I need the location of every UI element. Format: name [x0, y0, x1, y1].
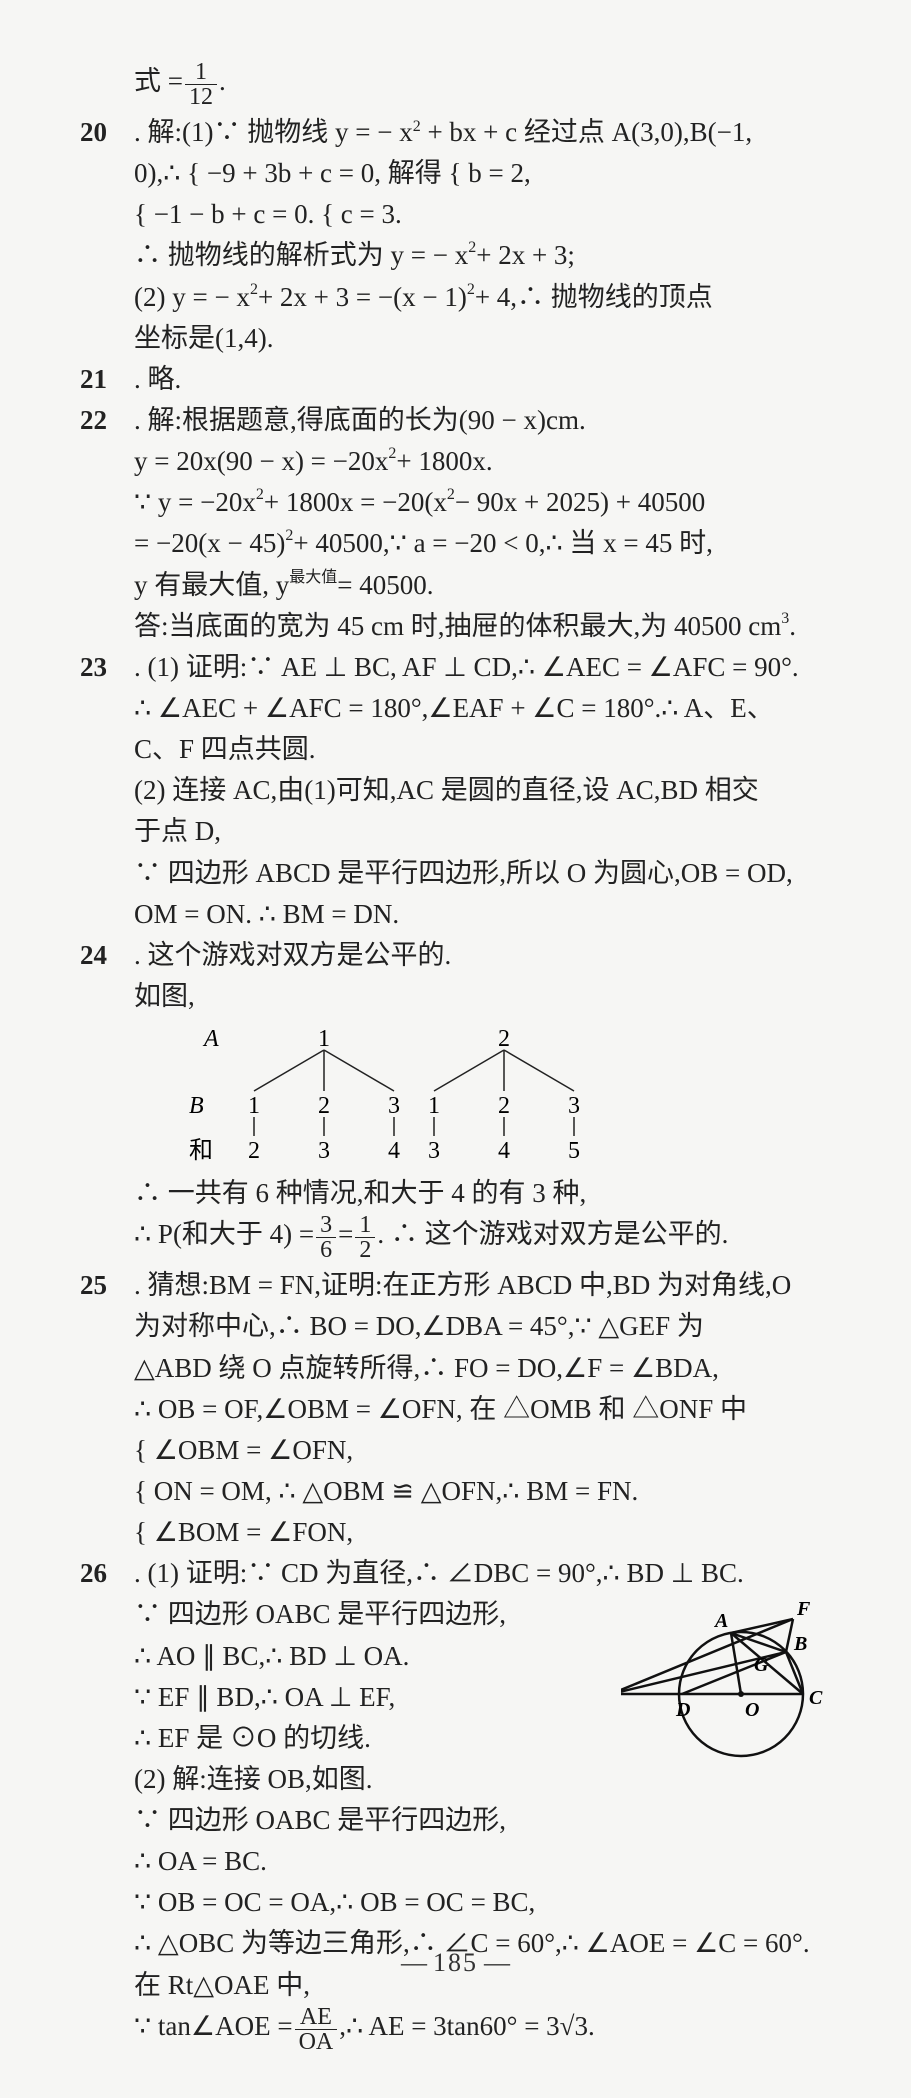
frac-3-6: 3 6: [316, 1213, 336, 1262]
q25-l3: △ABD 绕 O 点旋转所得,∴ FO = DO,∠F = ∠BDA,: [80, 1349, 841, 1388]
circle-figure: EDOCBAFG: [621, 1599, 841, 1774]
svg-text:O: O: [745, 1699, 759, 1721]
q20-l4: (2) y = − x2 + 2x + 3 = −(x − 1)2 + 4,∴ …: [80, 278, 841, 317]
intro-frac: 1 12: [185, 60, 217, 109]
svg-text:C: C: [809, 1687, 823, 1709]
q21-num: 21: [80, 360, 134, 399]
q21: 21 . 略.: [80, 360, 841, 399]
q22-l4: = −20(x − 45)2 + 40500,∵ a = −20 < 0,∴ 当…: [80, 524, 841, 563]
text: . 猜想:BM = FN,证明:在正方形 ABCD 中,BD 为对角线,O: [134, 1266, 791, 1305]
svg-text:2: 2: [498, 1026, 510, 1052]
text: . 解:(1)∵ 抛物线 y = − x2 + bx + c 经过点 A(3,0…: [134, 113, 752, 152]
q25-l2: 为对称中心,∴ BO = DO,∠DBA = 45°,∵ △GEF 为: [80, 1307, 841, 1346]
svg-text:5: 5: [568, 1138, 580, 1164]
svg-text:B: B: [189, 1093, 204, 1119]
intro-post: .: [219, 62, 226, 101]
tree-svg: A B和 1 2 1 2 3 1 2 3 2 3 4 3 4 5: [134, 1022, 654, 1172]
text: . (1) 证明:∵ CD 为直径,∴ ∠DBC = 90°,∴ BD ⊥ BC…: [134, 1554, 744, 1593]
q23-l7: OM = ON. ∴ BM = DN.: [80, 895, 841, 934]
frac-1-2: 1 2: [355, 1213, 375, 1262]
svg-text:2: 2: [498, 1093, 510, 1119]
page-number: —185—: [0, 1948, 911, 1978]
q20-num: 20: [80, 113, 134, 152]
svg-text:B: B: [793, 1633, 807, 1655]
q20-l2b: { −1 − b + c = 0. { c = 3.: [80, 195, 841, 234]
q25-num: 25: [80, 1266, 134, 1305]
svg-text:3: 3: [568, 1093, 580, 1119]
q24-l2: 如图,: [80, 977, 841, 1016]
q25-l5: { ∠OBM = ∠OFN,: [80, 1431, 841, 1470]
q22-l6: 答:当底面的宽为 45 cm 时,抽屉的体积最大,为 40500 cm3.: [80, 607, 841, 646]
q26-l3: ∴ AO ∥ BC,∴ BD ⊥ OA.: [80, 1637, 609, 1676]
q26-l6: (2) 解:连接 OB,如图.: [80, 1760, 609, 1799]
q22-l1: 22 . 解:根据题意,得底面的长为(90 − x)cm.: [80, 401, 841, 440]
q25-l1: 25 . 猜想:BM = FN,证明:在正方形 ABCD 中,BD 为对角线,O: [80, 1266, 841, 1305]
text: . 这个游戏对双方是公平的.: [134, 936, 451, 975]
q26-l4: ∵ EF ∥ BD,∴ OA ⊥ EF,: [80, 1678, 609, 1717]
q23-l1: 23 . (1) 证明:∵ AE ⊥ BC, AF ⊥ CD,∴ ∠AEC = …: [80, 648, 841, 687]
q20-l2: 0),∴ { −9 + 3b + c = 0, 解得 { b = 2,: [80, 154, 841, 193]
q23-l4: (2) 连接 AC,由(1)可知,AC 是圆的直径,设 AC,BD 相交: [80, 771, 841, 810]
svg-text:4: 4: [498, 1138, 510, 1164]
text: . 略.: [134, 360, 181, 399]
svg-text:D: D: [675, 1699, 690, 1721]
svg-text:F: F: [796, 1599, 811, 1620]
svg-text:2: 2: [248, 1138, 260, 1164]
q22-l3: ∵ y = −20x2 + 1800x = −20(x2 − 90x + 202…: [80, 483, 841, 522]
q23-num: 23: [80, 648, 134, 687]
q22-l2: y = 20x(90 − x) = −20x2 + 1800x.: [80, 442, 841, 481]
q26-l7: ∵ 四边形 OABC 是平行四边形,: [80, 1801, 841, 1840]
tree-diagram: A B和 1 2 1 2 3 1 2 3 2 3 4 3 4 5: [80, 1022, 841, 1172]
intro-pre: 式 =: [134, 62, 183, 101]
q26-l12: ∵ tan∠AOE = AE OA ,∴ AE = 3tan60° = 3√3.: [80, 2007, 841, 2056]
q26-l5: ∴ EF 是 ⊙O 的切线.: [80, 1719, 609, 1758]
svg-text:A: A: [202, 1026, 219, 1052]
q25-l6: { ON = OM, ∴ △OBM ≌ △OFN,∴ BM = FN.: [80, 1472, 841, 1511]
q26-l8: ∴ OA = BC.: [80, 1842, 841, 1881]
svg-text:2: 2: [318, 1093, 330, 1119]
q23-l6: ∵ 四边形 ABCD 是平行四边形,所以 O 为圆心,OB = OD,: [80, 854, 841, 893]
svg-text:和: 和: [189, 1137, 213, 1164]
frac-ae-oa: AE OA: [295, 2005, 338, 2054]
q20-l5: 坐标是(1,4).: [80, 319, 841, 358]
q24-l1: 24 . 这个游戏对双方是公平的.: [80, 936, 841, 975]
q26-l1: 26 . (1) 证明:∵ CD 为直径,∴ ∠DBC = 90°,∴ BD ⊥…: [80, 1554, 841, 1593]
svg-text:1: 1: [318, 1026, 330, 1052]
svg-text:1: 1: [428, 1093, 440, 1119]
q26-num: 26: [80, 1554, 134, 1593]
svg-text:G: G: [754, 1654, 769, 1676]
svg-text:1: 1: [248, 1093, 260, 1119]
page: 式 = 1 12 . 20 . 解:(1)∵ 抛物线 y = − x2 + bx…: [0, 0, 911, 2098]
text: . (1) 证明:∵ AE ⊥ BC, AF ⊥ CD,∴ ∠AEC = ∠AF…: [134, 648, 799, 687]
q25-l7: { ∠BOM = ∠FON,: [80, 1513, 841, 1552]
svg-text:3: 3: [428, 1138, 440, 1164]
q24-num: 24: [80, 936, 134, 975]
svg-text:A: A: [713, 1610, 728, 1632]
q25-l4: ∴ OB = OF,∠OBM = ∠OFN, 在 △OMB 和 △ONF 中: [80, 1390, 841, 1429]
q23-l5: 于点 D,: [80, 812, 841, 851]
q23-l2: ∴ ∠AEC + ∠AFC = 180°,∠EAF + ∠C = 180°.∴ …: [80, 689, 841, 728]
q24-l4: ∴ P(和大于 4) = 3 6 = 1 2 . ∴ 这个游戏对双方是公平的.: [80, 1215, 841, 1264]
q26-l2: ∵ 四边形 OABC 是平行四边形,: [80, 1595, 609, 1634]
text: . 解:根据题意,得底面的长为(90 − x)cm.: [134, 401, 586, 440]
q20-l1: 20 . 解:(1)∵ 抛物线 y = − x2 + bx + c 经过点 A(…: [80, 113, 841, 152]
intro-line: 式 = 1 12 .: [80, 62, 841, 111]
q23-l3: C、F 四点共圆.: [80, 730, 841, 769]
svg-text:3: 3: [388, 1093, 400, 1119]
q22-l5: y 有最大值, y最大值 = 40500.: [80, 566, 841, 605]
q26-l9: ∵ OB = OC = OA,∴ OB = OC = BC,: [80, 1883, 841, 1922]
svg-text:3: 3: [318, 1138, 330, 1164]
svg-text:4: 4: [388, 1138, 400, 1164]
q22-num: 22: [80, 401, 134, 440]
q24-l3: ∴ 一共有 6 种情况,和大于 4 的有 3 种,: [80, 1174, 841, 1213]
q20-l3: ∴ 抛物线的解析式为 y = − x2 + 2x + 3;: [80, 236, 841, 275]
